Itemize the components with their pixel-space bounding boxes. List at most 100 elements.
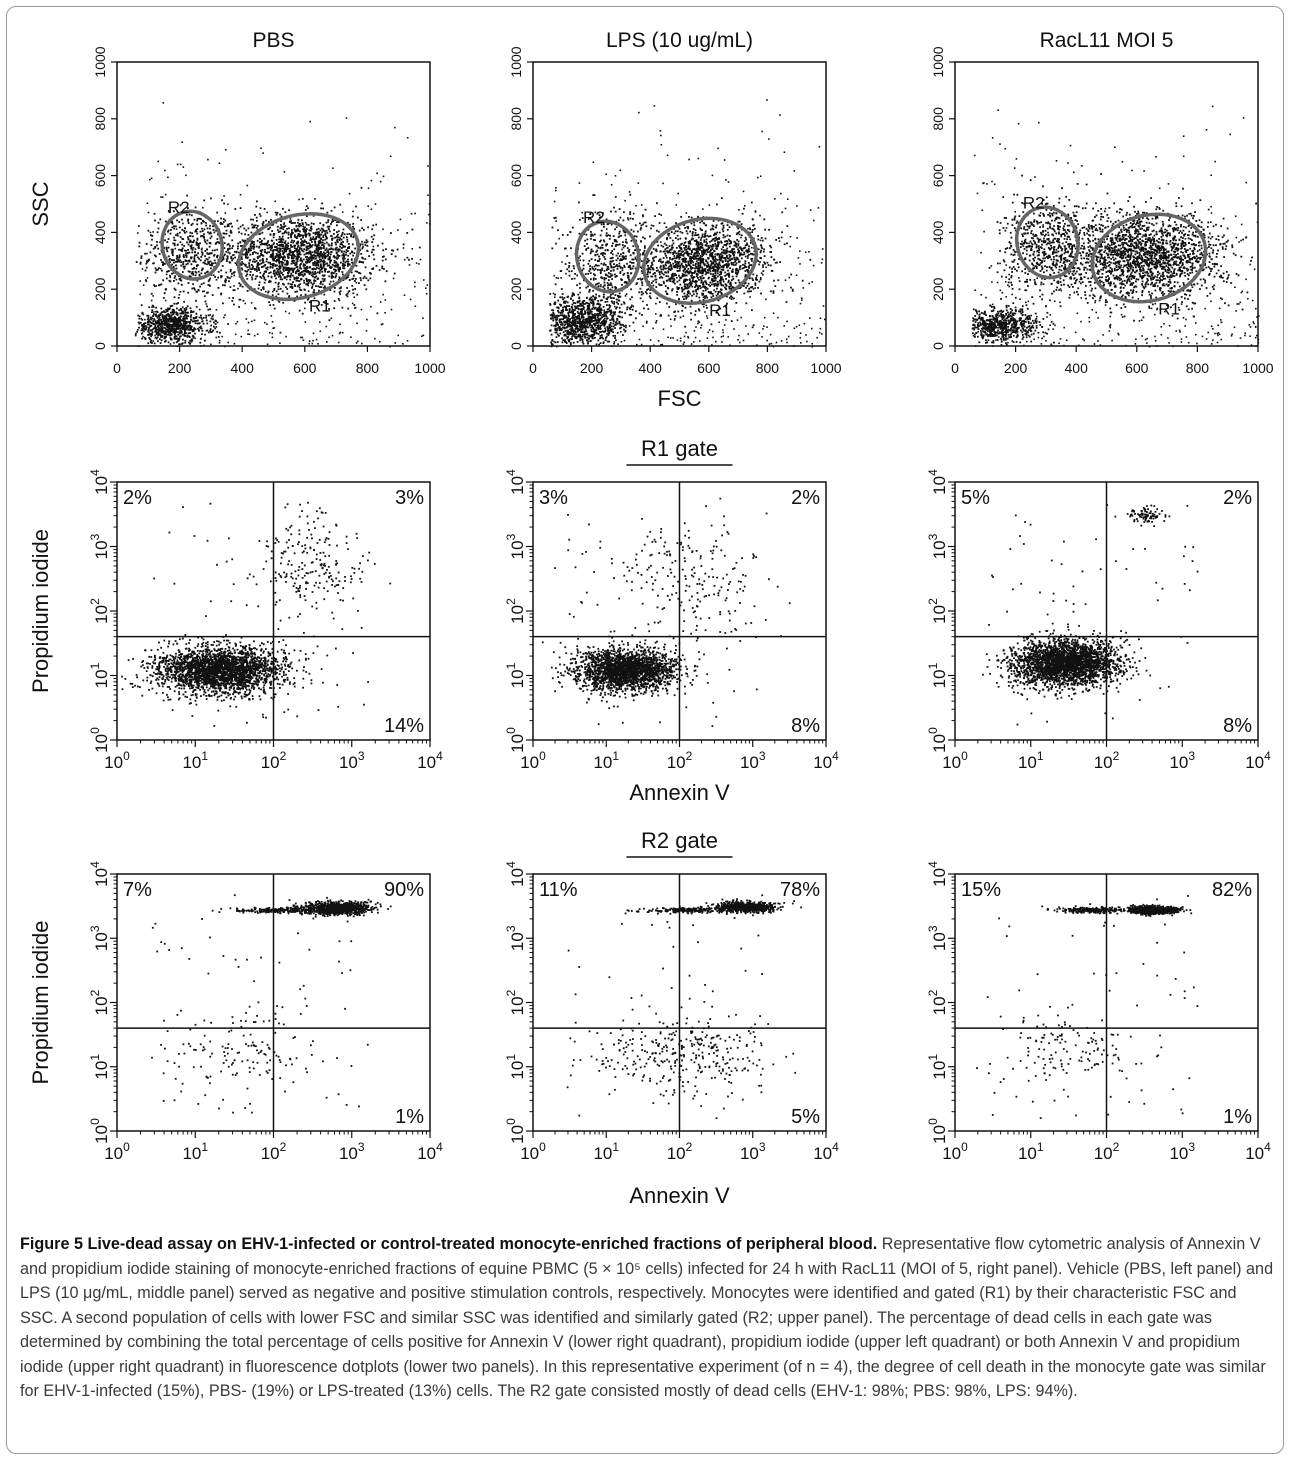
event-dot: [269, 226, 272, 229]
event-dot: [185, 321, 187, 323]
event-dot: [322, 265, 325, 268]
event-dot: [328, 225, 331, 228]
event-dot: [714, 272, 717, 275]
event-dot: [709, 285, 711, 287]
event-dot: [682, 275, 684, 278]
event-dot: [699, 247, 702, 250]
event-dot: [327, 303, 329, 305]
event-dot: [681, 309, 684, 312]
event-dot: [351, 251, 354, 253]
event-dot: [360, 219, 363, 221]
event-dot: [426, 284, 429, 286]
event-dot: [598, 258, 601, 260]
event-dot: [200, 272, 203, 275]
event-dot: [150, 335, 153, 338]
event-dot: [651, 267, 654, 269]
event-dot: [239, 225, 242, 228]
event-dot: [747, 282, 750, 285]
event-dot: [188, 328, 190, 331]
event-dot: [698, 285, 700, 287]
event-dot: [167, 246, 170, 249]
event-dot: [295, 271, 297, 274]
event-dot: [408, 264, 411, 266]
event-dot: [257, 287, 260, 290]
event-dot: [140, 257, 143, 259]
event-dot: [613, 239, 616, 241]
event-dot: [737, 243, 740, 245]
event-dot: [191, 241, 193, 244]
event-dot: [661, 276, 664, 279]
event-dot: [216, 321, 219, 324]
event-dot: [152, 340, 154, 342]
event-dot: [605, 244, 608, 247]
event-dot: [211, 294, 214, 296]
event-dot: [735, 245, 737, 247]
event-dot: [155, 313, 157, 316]
event-dot: [135, 332, 137, 335]
event-dot: [739, 253, 741, 256]
event-dot: [191, 268, 194, 270]
event-dot: [681, 289, 684, 291]
event-dot: [329, 255, 331, 258]
event-dot: [193, 218, 196, 221]
event-dot: [315, 285, 317, 287]
event-dot: [685, 258, 687, 260]
event-dot: [207, 261, 209, 263]
event-dot: [394, 126, 396, 129]
event-dot: [282, 266, 285, 269]
event-dot: [203, 295, 206, 298]
event-dot: [216, 254, 219, 257]
event-dot: [339, 331, 342, 334]
event-dot: [188, 341, 190, 344]
event-dot: [393, 272, 396, 275]
event-dot: [731, 223, 733, 226]
event-dot: [602, 212, 604, 215]
event-dot: [218, 242, 221, 245]
event-dot: [268, 243, 270, 246]
event-dot: [174, 323, 177, 326]
event-dot: [702, 222, 705, 225]
event-dot: [672, 257, 674, 260]
event-dot: [715, 277, 717, 280]
event-dot: [414, 281, 416, 284]
event-dot: [194, 251, 197, 254]
event-dot: [252, 218, 254, 221]
event-dot: [165, 308, 167, 311]
event-dot: [155, 269, 158, 271]
event-dot: [157, 160, 160, 163]
event-dot: [205, 258, 208, 260]
event-dot: [173, 342, 175, 344]
event-dot: [267, 247, 270, 250]
event-dot: [600, 262, 603, 265]
event-dot: [335, 269, 338, 272]
event-dot: [248, 265, 251, 268]
event-dot: [244, 248, 247, 250]
event-dot: [406, 232, 409, 234]
event-dot: [296, 248, 298, 251]
event-dot: [623, 231, 626, 234]
event-dot: [632, 230, 635, 233]
event-dot: [274, 211, 277, 214]
event-dot: [275, 267, 278, 270]
event-dot: [145, 266, 148, 269]
event-dot: [234, 333, 237, 336]
event-dot: [296, 268, 299, 271]
event-dot: [339, 266, 341, 269]
event-dot: [298, 280, 301, 282]
event-dot: [224, 212, 227, 214]
event-dot: [209, 224, 211, 227]
event-dot: [170, 320, 173, 323]
event-dot: [696, 280, 698, 283]
event-dot: [284, 256, 286, 259]
event-dot: [728, 226, 731, 229]
event-dot: [177, 302, 179, 304]
event-dot: [289, 286, 292, 288]
event-dot: [724, 243, 727, 246]
event-dot: [284, 310, 287, 313]
event-dot: [301, 223, 304, 225]
event-dot: [345, 260, 348, 263]
event-dot: [721, 292, 723, 295]
event-dot: [295, 258, 298, 260]
event-dot: [721, 254, 724, 257]
event-dot: [717, 245, 719, 248]
